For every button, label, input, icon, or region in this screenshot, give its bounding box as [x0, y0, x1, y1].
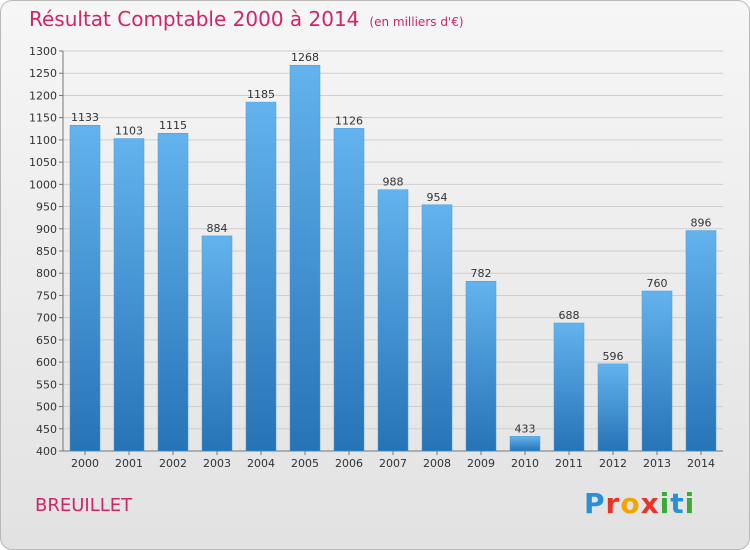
data-label: 1268: [291, 51, 319, 64]
data-label: 1185: [247, 88, 275, 101]
y-tick-label: 1150: [29, 112, 57, 125]
y-tick-label: 900: [36, 223, 57, 236]
proxiti-logo: Proxiti: [584, 487, 695, 520]
data-label: 1126: [335, 114, 363, 127]
bar: [685, 230, 717, 452]
x-tick-label: 2008: [423, 457, 451, 470]
x-tick-label: 2007: [379, 457, 407, 470]
bar: [113, 138, 145, 452]
logo-letter: x: [640, 487, 660, 520]
bar: [201, 235, 233, 452]
data-label: 896: [691, 217, 712, 230]
bar: [377, 189, 409, 452]
y-tick-label: 600: [36, 356, 57, 369]
data-label: 1115: [159, 119, 187, 132]
x-tick-label: 2003: [203, 457, 231, 470]
bar: [509, 436, 541, 452]
data-label: 1133: [71, 111, 99, 124]
chart-title-block: Résultat Comptable 2000 à 2014 (en millie…: [29, 7, 464, 31]
bar: [597, 363, 629, 452]
y-tick-label: 650: [36, 334, 57, 347]
bar: [245, 101, 277, 452]
bar: [465, 280, 497, 452]
x-tick-label: 2013: [643, 457, 671, 470]
x-tick-label: 2014: [687, 457, 715, 470]
bar: [333, 128, 365, 452]
y-tick-label: 950: [36, 201, 57, 214]
x-tick-label: 2001: [115, 457, 143, 470]
x-tick-label: 2000: [71, 457, 99, 470]
logo-letter: i: [684, 487, 696, 520]
y-tick-label: 1050: [29, 156, 57, 169]
y-tick-label: 1100: [29, 134, 57, 147]
data-label: 433: [515, 422, 536, 435]
data-label: 954: [427, 191, 448, 204]
y-tick-label: 550: [36, 378, 57, 391]
data-label: 688: [559, 309, 580, 322]
data-label: 782: [471, 267, 492, 280]
x-tick-label: 2006: [335, 457, 363, 470]
logo-letter: i: [659, 487, 671, 520]
y-tick-label: 850: [36, 245, 57, 258]
y-tick-label: 1000: [29, 178, 57, 191]
y-tick-label: 500: [36, 401, 57, 414]
data-label: 1103: [115, 125, 143, 138]
x-tick-label: 2002: [159, 457, 187, 470]
data-label: 760: [647, 277, 668, 290]
x-tick-label: 2004: [247, 457, 275, 470]
logo-letter: o: [620, 487, 641, 520]
y-tick-label: 450: [36, 423, 57, 436]
x-tick-label: 2012: [599, 457, 627, 470]
x-tick-label: 2009: [467, 457, 495, 470]
bar: [157, 132, 189, 452]
chart-title: Résultat Comptable 2000 à 2014: [29, 7, 360, 31]
commune-name: BREUILLET: [35, 495, 133, 516]
x-tick-label: 2011: [555, 457, 583, 470]
y-tick-label: 800: [36, 267, 57, 280]
logo-letter: P: [584, 487, 606, 520]
y-tick-label: 1200: [29, 89, 57, 102]
bar: [421, 204, 453, 452]
data-label: 884: [207, 222, 228, 235]
y-tick-label: 1250: [29, 67, 57, 80]
logo-letter: t: [670, 487, 685, 520]
data-label: 596: [603, 350, 624, 363]
bar: [641, 290, 673, 452]
bar: [553, 322, 585, 452]
bar: [289, 64, 321, 452]
bar: [69, 124, 101, 452]
chart-unit: (en milliers d'€): [369, 15, 464, 29]
logo-letter: r: [605, 487, 621, 520]
y-tick-label: 750: [36, 289, 57, 302]
y-tick-label: 1300: [29, 45, 57, 58]
x-tick-label: 2010: [511, 457, 539, 470]
y-tick-label: 400: [36, 445, 57, 458]
x-tick-label: 2005: [291, 457, 319, 470]
data-label: 988: [383, 176, 404, 189]
y-tick-label: 700: [36, 312, 57, 325]
